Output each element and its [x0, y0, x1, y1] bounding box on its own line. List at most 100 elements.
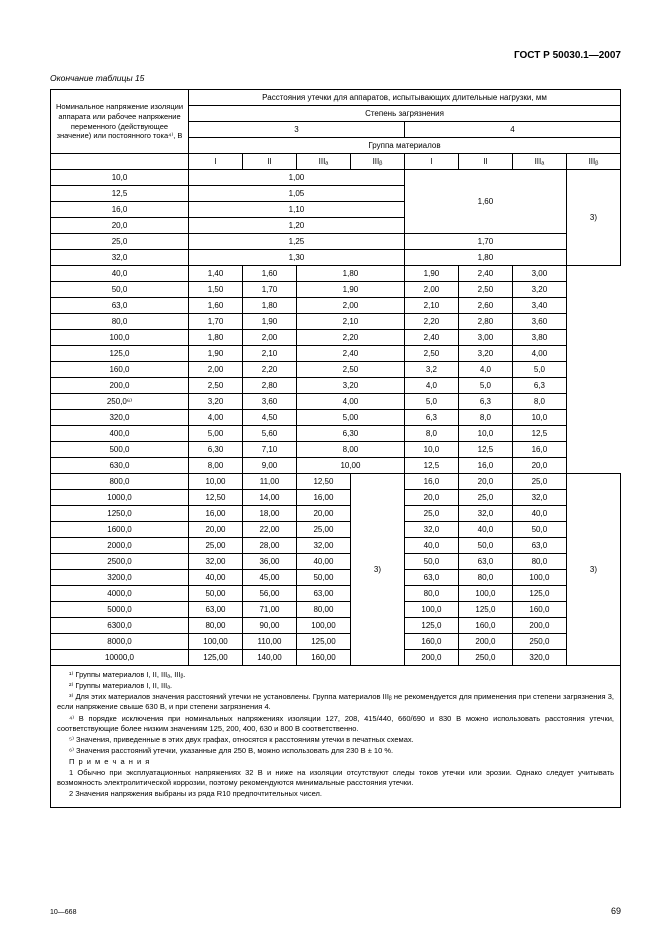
- table-cell: 20,0: [512, 458, 566, 474]
- table-cell: 40,0: [458, 522, 512, 538]
- table-cell: 125,0: [458, 602, 512, 618]
- table-cell: 63,00: [189, 602, 243, 618]
- table-cell: 63,0: [458, 554, 512, 570]
- table-cell: 5000,0: [51, 602, 189, 618]
- table-cell: 25,0: [404, 506, 458, 522]
- table-cell: 32,00: [296, 538, 350, 554]
- table-cell: 6,3: [404, 410, 458, 426]
- table-cell: 1,80: [296, 266, 404, 282]
- document-id: ГОСТ Р 50030.1—2007: [50, 50, 621, 61]
- table-cell: 25,0: [51, 234, 189, 250]
- table-cell: 10,00: [296, 458, 404, 474]
- data-table: Номинальное напряжение изоляции аппарата…: [50, 89, 621, 666]
- table-cell: 50,0: [512, 522, 566, 538]
- table-cell: 40,0: [51, 266, 189, 282]
- table-cell: 45,00: [242, 570, 296, 586]
- table-cell: 1,70: [404, 234, 566, 250]
- notes-block: ¹⁾ Группы материалов I, II, IIIₐ, IIIᵦ. …: [50, 666, 621, 808]
- table-cell: 1,90: [404, 266, 458, 282]
- header-material-group: Группа материалов: [189, 138, 621, 154]
- table-cell: 100,00: [296, 618, 350, 634]
- table-cell: 5,00: [296, 410, 404, 426]
- table-cell: 50,0: [404, 554, 458, 570]
- col-ii: II: [242, 154, 296, 170]
- table-cell: 2,00: [189, 362, 243, 378]
- table-cell: 8,0: [512, 394, 566, 410]
- table-cell: 32,0: [512, 490, 566, 506]
- table-cell: 4,0: [404, 378, 458, 394]
- table-cell: 1,30: [189, 250, 405, 266]
- table-cell: 6300,0: [51, 618, 189, 634]
- table-cell: 1,10: [189, 202, 405, 218]
- table-cell: 56,00: [242, 586, 296, 602]
- table-cell: 3,20: [296, 378, 404, 394]
- table-cell: 200,0: [51, 378, 189, 394]
- footer-left: 10—668: [50, 909, 76, 916]
- table-cell: 32,00: [189, 554, 243, 570]
- header-voltage: Номинальное напряжение изоляции аппарата…: [51, 90, 189, 154]
- table-cell: 1,00: [189, 170, 405, 186]
- table-cell: 2,40: [296, 346, 404, 362]
- table-cell: 1,20: [189, 218, 405, 234]
- table-cell: 1,60: [189, 298, 243, 314]
- table-cell: 1,40: [189, 266, 243, 282]
- table-cell: 16,0: [458, 458, 512, 474]
- table-cell: 3,20: [189, 394, 243, 410]
- table-cell: 90,00: [242, 618, 296, 634]
- table-cell: 50,0: [458, 538, 512, 554]
- table-cell: 7,10: [242, 442, 296, 458]
- table-cell: 6,3: [512, 378, 566, 394]
- table-cell: 4,0: [458, 362, 512, 378]
- table-cell: 1,05: [189, 186, 405, 202]
- table-cell: 20,0: [458, 474, 512, 490]
- table-cell: 40,0: [404, 538, 458, 554]
- table-cell: 100,00: [189, 634, 243, 650]
- table-cell: 1,90: [189, 346, 243, 362]
- table-cell: 1250,0: [51, 506, 189, 522]
- table-cell: 28,00: [242, 538, 296, 554]
- table-cell: 5,0: [404, 394, 458, 410]
- table-cell: 1,80: [404, 250, 566, 266]
- table-cell: 20,0: [51, 218, 189, 234]
- table-cell: 12,5: [404, 458, 458, 474]
- table-cell: 20,00: [296, 506, 350, 522]
- table-cell: 10000,0: [51, 650, 189, 666]
- table-cell: 32,0: [458, 506, 512, 522]
- table-cell: 125,0: [51, 346, 189, 362]
- table-cell: 1,60: [242, 266, 296, 282]
- col-iiia-b: IIIₐ: [512, 154, 566, 170]
- table-cell: 160,0: [404, 634, 458, 650]
- table-cell: 100,0: [458, 586, 512, 602]
- table-cell: 2,20: [404, 314, 458, 330]
- note-2: ²⁾ Группы материалов I, II, IIIₐ.: [57, 681, 614, 691]
- table-cell: 3200,0: [51, 570, 189, 586]
- table-cell: 125,00: [189, 650, 243, 666]
- table-cell: 50,00: [189, 586, 243, 602]
- table-cell: 50,0: [51, 282, 189, 298]
- note-cell: 3): [566, 170, 620, 266]
- table-cell: 4,00: [296, 394, 404, 410]
- table-cell: 100,0: [512, 570, 566, 586]
- table-cell: 2,20: [242, 362, 296, 378]
- table-cell: 32,0: [404, 522, 458, 538]
- table-cell: 2,50: [404, 346, 458, 362]
- table-cell: 1,90: [242, 314, 296, 330]
- table-cell: 40,0: [512, 506, 566, 522]
- table-cell: 20,0: [404, 490, 458, 506]
- table-cell: 2,50: [189, 378, 243, 394]
- table-cell: 2,40: [404, 330, 458, 346]
- table-cell: 12,5: [51, 186, 189, 202]
- table-cell: 16,0: [404, 474, 458, 490]
- page: ГОСТ Р 50030.1—2007 Окончание таблицы 15…: [0, 0, 661, 936]
- table-cell: 1,50: [189, 282, 243, 298]
- notes-heading: П р и м е ч а н и я: [57, 757, 614, 767]
- table-cell: 4,00: [189, 410, 243, 426]
- table-cell: 2,10: [404, 298, 458, 314]
- page-number: 69: [611, 906, 621, 916]
- note-cell: 3): [566, 474, 620, 666]
- table-cell: 63,0: [404, 570, 458, 586]
- table-cell: 2,60: [458, 298, 512, 314]
- note-4: ⁴⁾ В порядке исключения при номинальных …: [57, 714, 614, 734]
- table-cell: 8,00: [296, 442, 404, 458]
- table-cell: 630,0: [51, 458, 189, 474]
